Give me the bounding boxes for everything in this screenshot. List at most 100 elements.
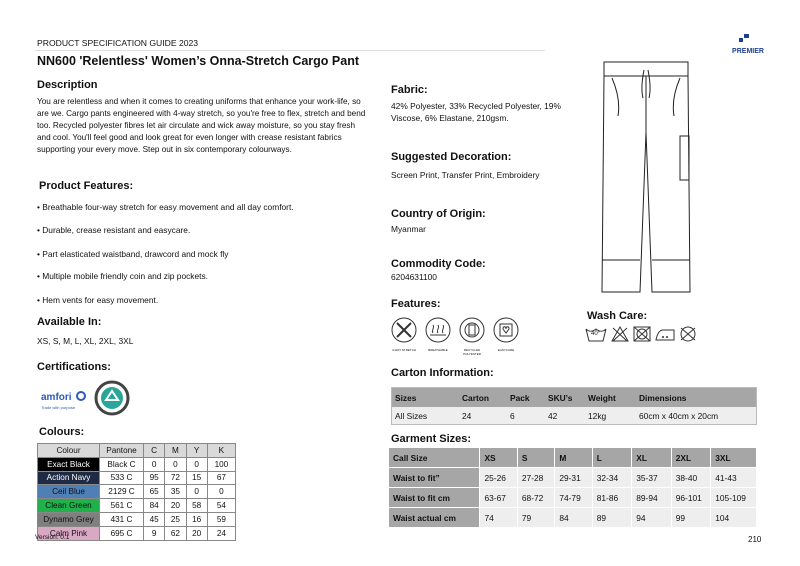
- cell: 60cm x 40cm x 20cm: [639, 410, 719, 421]
- cell: L: [591, 447, 633, 468]
- four-way-stretch-feature: 4-WAY STRETCH: [390, 317, 418, 356]
- feature-item: • Part elasticated waistband, drawcord a…: [37, 249, 229, 259]
- cell: 0: [185, 456, 208, 472]
- features-heading: Product Features:: [39, 180, 134, 192]
- column-header: Sizes: [395, 392, 417, 403]
- colours-header-row: Colour Pantone C M Y K: [37, 443, 237, 458]
- wash-40-icon: 40°: [585, 326, 607, 342]
- four-way-stretch-icon: [391, 317, 417, 343]
- cell: Waist actual cm: [387, 507, 481, 528]
- cell: 96-101: [670, 487, 712, 508]
- cell: 29-31: [554, 467, 593, 488]
- page-number: 210: [748, 535, 762, 544]
- colour-row: Clean Green 561 C 84 20 58 54: [37, 498, 237, 513]
- carton-heading: Carton Information:: [391, 367, 494, 379]
- colour-swatch-cell: Clean Green: [37, 498, 100, 513]
- description-heading: Description: [37, 79, 98, 91]
- colour-row: Dynamo Grey 431 C 45 25 16 59: [37, 511, 237, 527]
- column-header: Pantone: [99, 443, 144, 458]
- cell: 84: [142, 498, 166, 513]
- cell: 25: [164, 511, 187, 527]
- cell: 105-109: [710, 487, 757, 508]
- cell: Waist to fit cm: [387, 487, 481, 508]
- cell: 3XL: [710, 447, 757, 468]
- colours-heading: Colours:: [39, 426, 85, 438]
- decoration-heading: Suggested Decoration:: [391, 151, 512, 163]
- cell: 58: [185, 498, 208, 513]
- cell: 59: [206, 511, 237, 527]
- cell: All Sizes: [395, 410, 428, 421]
- amfori-tagline: Trade with purpose: [41, 405, 76, 410]
- brand-name: PREMIER: [732, 48, 764, 55]
- cell: 99: [670, 507, 712, 528]
- feature-item: • Hem vents for easy movement.: [37, 295, 159, 305]
- decoration-text: Screen Print, Transfer Print, Embroidery: [391, 170, 540, 180]
- available-heading: Available In:: [37, 316, 102, 328]
- cell: XS: [479, 447, 518, 468]
- cell: S: [516, 447, 556, 468]
- column-header: SKU’s: [548, 392, 573, 403]
- cell: 35: [164, 484, 187, 500]
- cell: 38-40: [670, 467, 712, 488]
- cell: 41-43: [710, 467, 757, 488]
- commodity-heading: Commodity Code:: [391, 258, 486, 270]
- feature-icons: 4-WAY STRETCH BREATHABLE RECYCLED POLYES…: [390, 317, 520, 356]
- origin-heading: Country of Origin:: [391, 208, 486, 220]
- cell: 0: [164, 456, 187, 472]
- brand-logo: PREMIER: [728, 30, 768, 55]
- cell: 89-94: [631, 487, 672, 508]
- fabric-heading: Fabric:: [391, 84, 428, 96]
- feature-label: RECYCLED POLYESTER: [463, 348, 481, 356]
- origin-text: Myanmar: [391, 224, 426, 234]
- cell: 20: [164, 498, 187, 513]
- cell: 0: [185, 484, 208, 500]
- cell: 74-79: [554, 487, 593, 508]
- header-divider: [35, 50, 545, 51]
- no-dry-clean-icon: [680, 326, 696, 342]
- cell: 12kg: [588, 410, 607, 421]
- carton-header-row: Sizes Carton Pack SKU’s Weight Dimension…: [392, 388, 756, 407]
- recycled-icon: [459, 317, 485, 343]
- cell: 65: [142, 484, 166, 500]
- colour-row: Calm Pink 695 C 9 62 20 24: [37, 525, 237, 541]
- column-header: M: [164, 443, 187, 458]
- garment-row: Waist to fit” 25-26 27-28 29-31 32-34 35-37 38…: [387, 467, 757, 488]
- amfori-logo: amfori Trade with purpose: [41, 387, 87, 410]
- cell: 27-28: [516, 467, 556, 488]
- cell: XL: [631, 447, 672, 468]
- certifications-heading: Certifications:: [37, 361, 111, 373]
- no-tumble-dry-icon: [633, 326, 651, 342]
- recycled-blended-seal-icon: [94, 380, 130, 416]
- commodity-text: 6204631100: [391, 272, 437, 282]
- feature-label: EASYCARE: [497, 348, 515, 352]
- breathable-icon: [425, 317, 451, 343]
- column-header: Colour: [37, 443, 100, 458]
- wash-care-heading: Wash Care:: [587, 310, 648, 322]
- cell: 104: [710, 507, 757, 528]
- guide-title: PRODUCT SPECIFICATION GUIDE 2023: [37, 38, 199, 48]
- carton-table: Sizes Carton Pack SKU’s Weight Dimension…: [391, 387, 757, 425]
- cell: 45: [142, 511, 166, 527]
- page-title: NN600 'Relentless' Women’s Onna-Stretch …: [37, 54, 359, 68]
- feature-item: • Multiple mobile friendly coin and zip …: [37, 271, 208, 281]
- feature-item: • Durable, crease resistant and easycare…: [37, 225, 191, 235]
- colour-row: Exact Black Black C 0 0 0 100: [37, 456, 237, 472]
- cell: 54: [206, 498, 237, 513]
- column-header: Dimensions: [639, 392, 687, 403]
- cell: 561 C: [99, 498, 144, 513]
- cell: 94: [631, 507, 672, 528]
- column-header: Pack: [510, 392, 530, 403]
- cell: 100: [206, 456, 237, 472]
- description-text: You are relentless and when it comes to …: [37, 97, 366, 154]
- colour-row: Action Navy 533 C 95 72 15 67: [37, 470, 237, 486]
- feature-item: • Breathable four-way stretch for easy m…: [37, 202, 294, 212]
- colour-swatch-cell: Ceil Blue: [37, 484, 100, 500]
- cell: Black C: [99, 456, 144, 472]
- cell: 24: [206, 525, 237, 541]
- iron-medium-icon: [655, 329, 675, 341]
- colour-swatch-cell: Action Navy: [37, 470, 100, 486]
- cell: 20: [185, 525, 208, 541]
- garment-row: Call Size XS S M L XL 2XL 3XL: [387, 447, 757, 468]
- cell: 89: [591, 507, 633, 528]
- feature-icons-heading: Features:: [391, 298, 441, 310]
